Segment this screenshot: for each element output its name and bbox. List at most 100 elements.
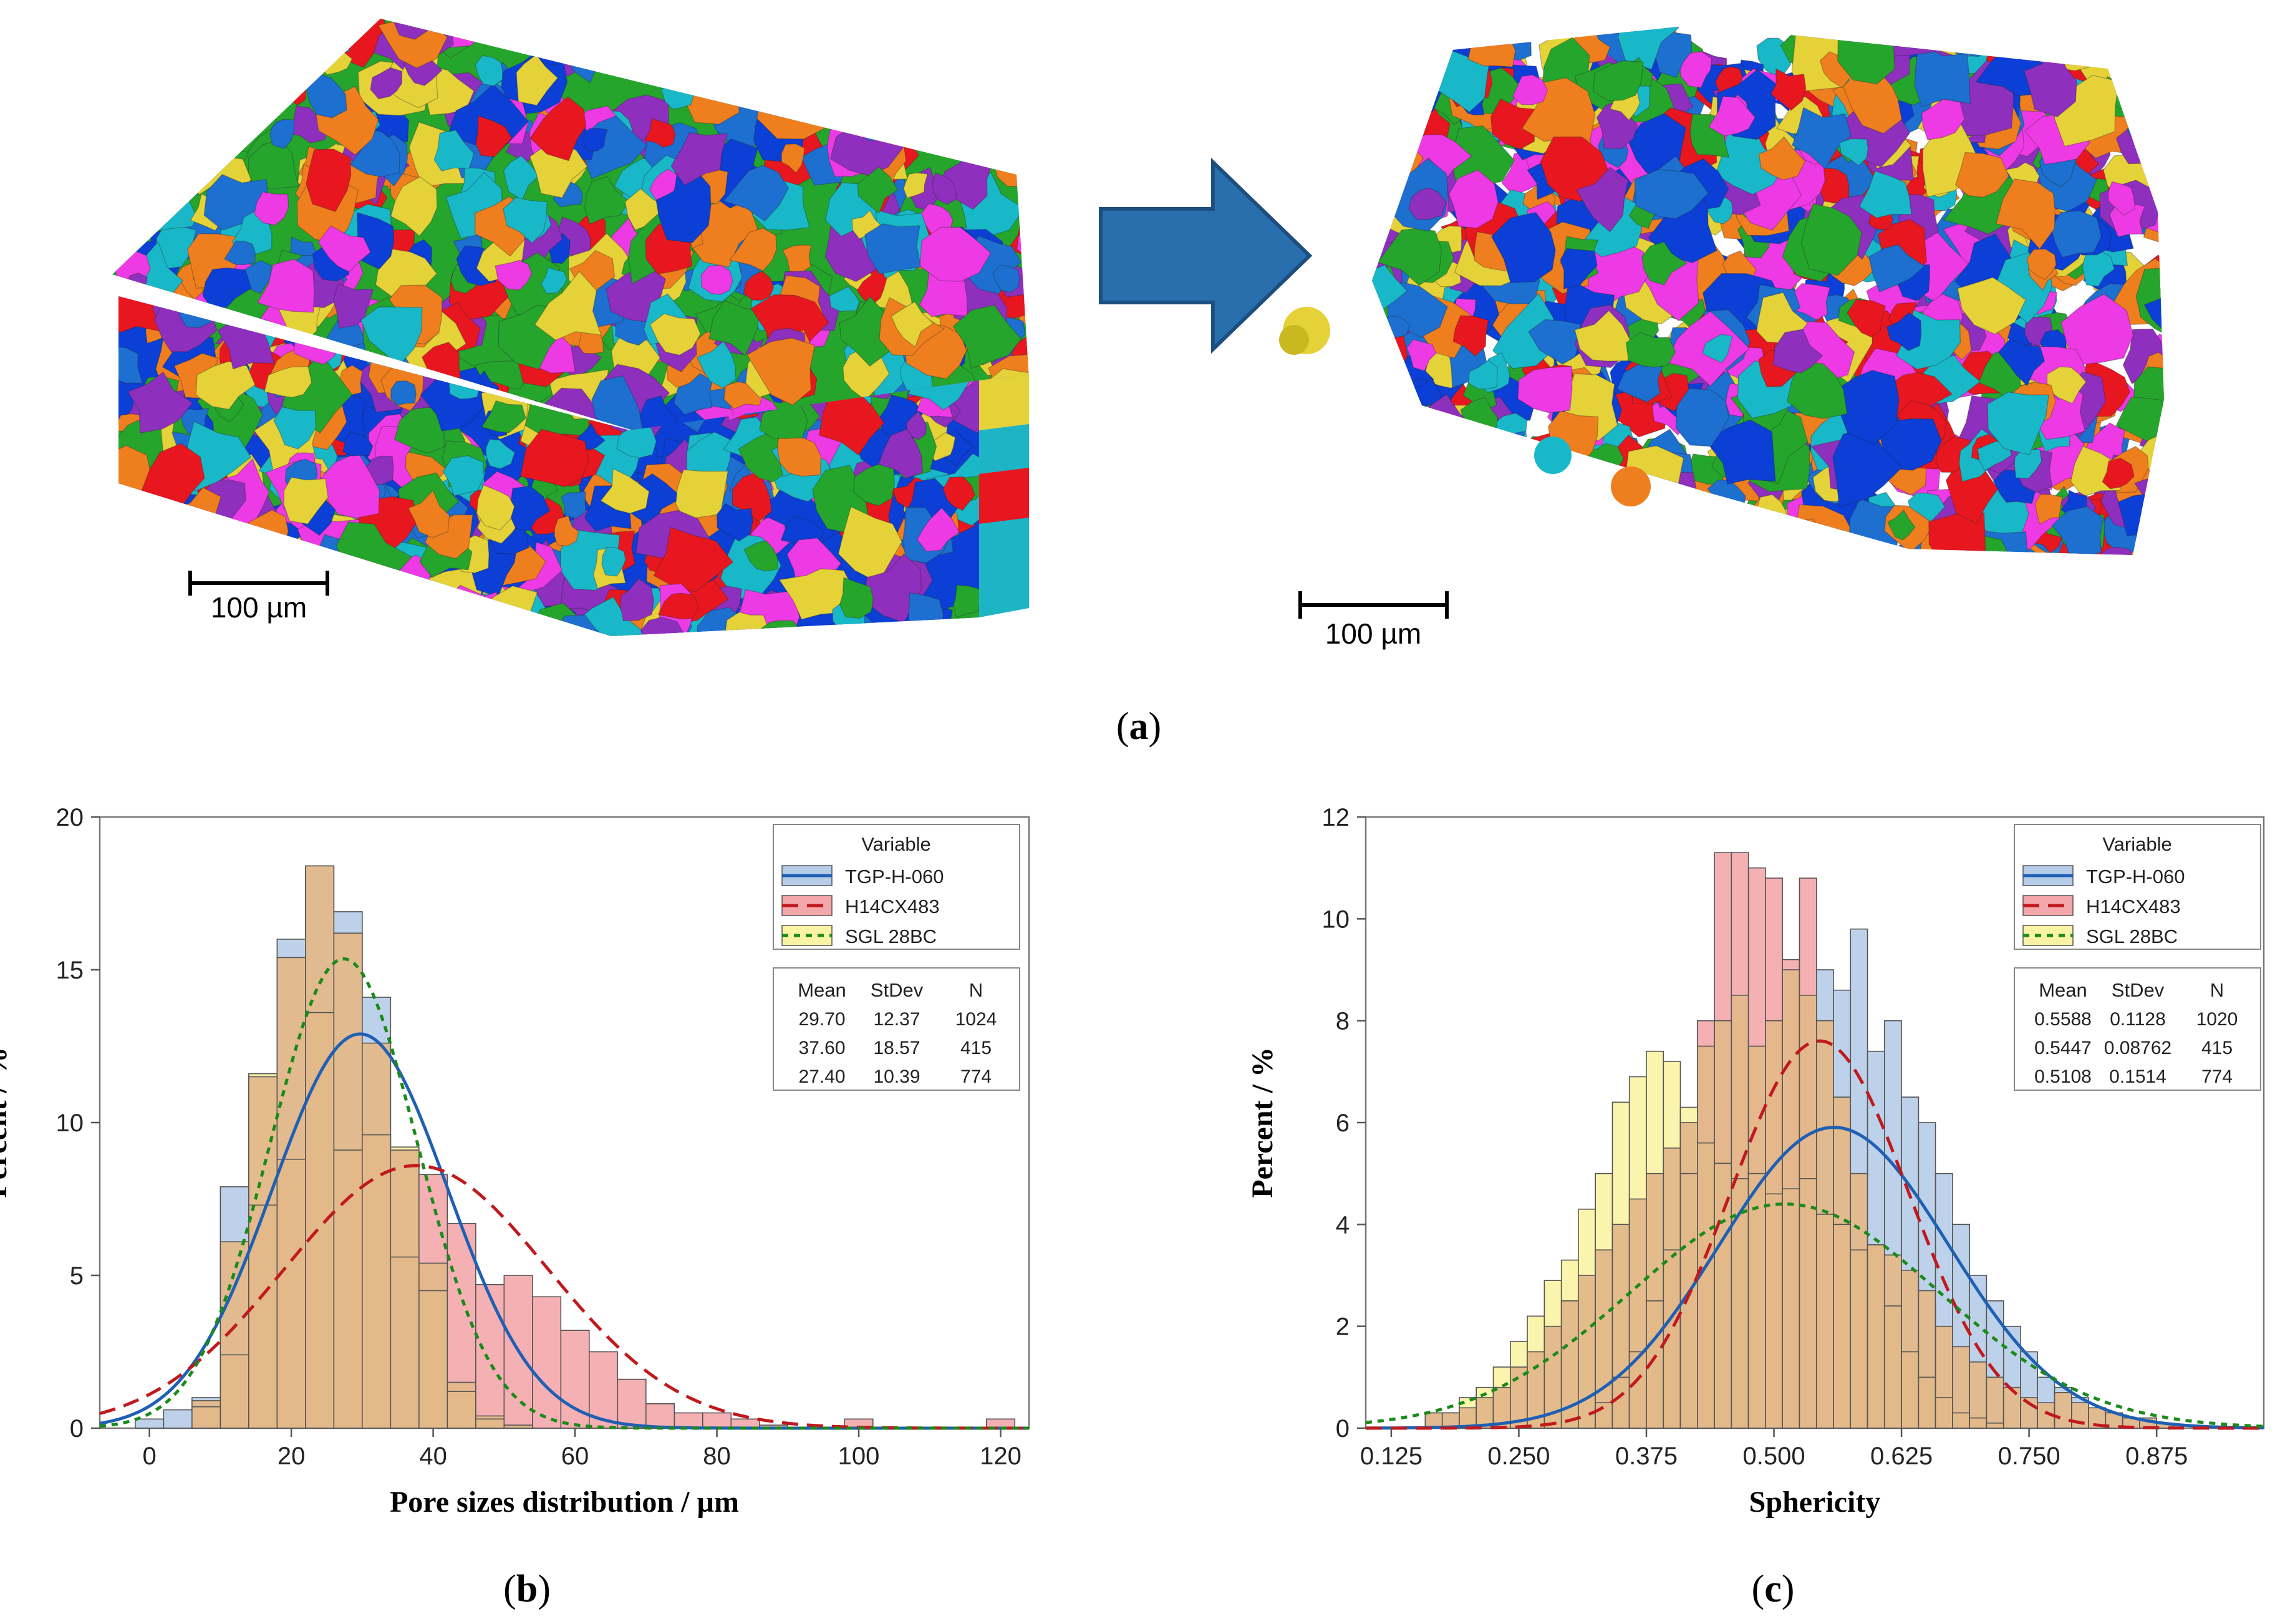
grain <box>144 26 183 69</box>
grain <box>264 366 312 399</box>
y-tick-label: 12 <box>1322 804 1350 831</box>
grain <box>1018 84 1029 116</box>
grain <box>276 536 309 571</box>
grain <box>980 73 1009 97</box>
grain <box>137 162 181 209</box>
grain <box>649 313 701 356</box>
pore <box>1482 480 1538 546</box>
grain <box>332 283 374 329</box>
stats-header: StDev <box>2112 979 2165 1001</box>
pore <box>1400 483 1432 520</box>
grain <box>183 37 231 99</box>
y-tick-label: 6 <box>1336 1109 1350 1137</box>
pore <box>1673 513 1717 555</box>
pore <box>1711 506 1739 536</box>
grain <box>503 196 548 244</box>
pore <box>1494 510 1550 555</box>
pore <box>2108 181 2136 216</box>
pore <box>1641 241 1688 286</box>
pore <box>1487 534 1515 555</box>
grain <box>442 455 485 496</box>
scale-bar-left-label: 100 µm <box>211 591 307 624</box>
pore <box>1372 25 1406 59</box>
pore <box>1668 536 1703 555</box>
pore <box>1424 529 1500 555</box>
grain <box>538 19 601 57</box>
grain <box>571 38 596 64</box>
grain <box>839 577 874 619</box>
pore <box>2046 366 2087 404</box>
grain <box>118 445 152 508</box>
grain <box>118 296 161 334</box>
y-tick-label: 10 <box>56 1109 84 1137</box>
grain <box>433 130 475 172</box>
stats-header: Mean <box>798 979 846 1001</box>
grain <box>829 19 891 54</box>
pore <box>1708 95 1756 137</box>
pore <box>1435 506 1486 555</box>
pore <box>1425 515 1481 555</box>
pore <box>1405 519 1436 546</box>
grain <box>520 428 589 488</box>
grain <box>161 553 198 583</box>
histogram-bar <box>1934 1397 1953 1429</box>
pore <box>1391 457 1474 537</box>
grain <box>833 623 862 636</box>
grain <box>732 471 772 522</box>
histogram-bar <box>617 1378 647 1429</box>
pore <box>1490 99 1537 150</box>
grain <box>838 79 886 126</box>
stats-cell: 1020 <box>2196 1009 2238 1030</box>
pore <box>1675 388 1729 447</box>
histogram-bar <box>1595 1402 1613 1429</box>
grain <box>118 346 143 384</box>
stats-cell: 0.08762 <box>2104 1038 2171 1058</box>
grain <box>965 49 1007 92</box>
grain <box>405 607 459 636</box>
grain <box>118 581 134 621</box>
grain <box>561 491 587 520</box>
pore <box>2115 44 2164 115</box>
left-grain-volume-image <box>112 19 1029 636</box>
grain <box>239 96 264 121</box>
pore <box>1923 25 1979 57</box>
histogram-bar <box>191 1406 221 1429</box>
grain <box>485 438 516 470</box>
grain <box>521 19 596 49</box>
pore <box>1770 68 1807 111</box>
pore <box>1372 264 1408 316</box>
pore <box>2026 248 2057 281</box>
x-tick-label: 20 <box>278 1443 306 1470</box>
fit-curve-h14cx483 <box>1366 1039 2264 1430</box>
grain <box>141 582 186 636</box>
grain <box>182 76 222 115</box>
grain <box>883 85 932 132</box>
legend-label: SGL 28BC <box>2086 926 2178 947</box>
pore <box>2125 47 2164 121</box>
pore <box>1372 387 1401 420</box>
pore <box>1661 497 1705 536</box>
grain <box>112 193 152 249</box>
grain <box>135 137 191 206</box>
histogram-bar <box>276 1159 306 1429</box>
grain <box>116 101 152 143</box>
fit-curve-sgl-28bc <box>1365 1202 2264 1428</box>
pore <box>1422 435 1476 489</box>
grain <box>279 75 307 106</box>
grain <box>112 177 172 235</box>
stats-table <box>773 967 1020 1091</box>
grain <box>723 165 789 222</box>
pore <box>2132 508 2164 555</box>
pore <box>1954 152 2009 198</box>
x-tick-label: 0.625 <box>1870 1443 1933 1470</box>
grain <box>969 87 1029 157</box>
grain <box>225 53 289 125</box>
grain <box>317 609 361 636</box>
pore <box>1957 277 2026 335</box>
grain <box>118 26 158 60</box>
histogram-bar <box>305 1012 335 1429</box>
grain <box>158 75 192 102</box>
y-tick-label: 2 <box>1336 1313 1350 1341</box>
grain <box>476 484 515 531</box>
pore <box>1540 471 1593 522</box>
